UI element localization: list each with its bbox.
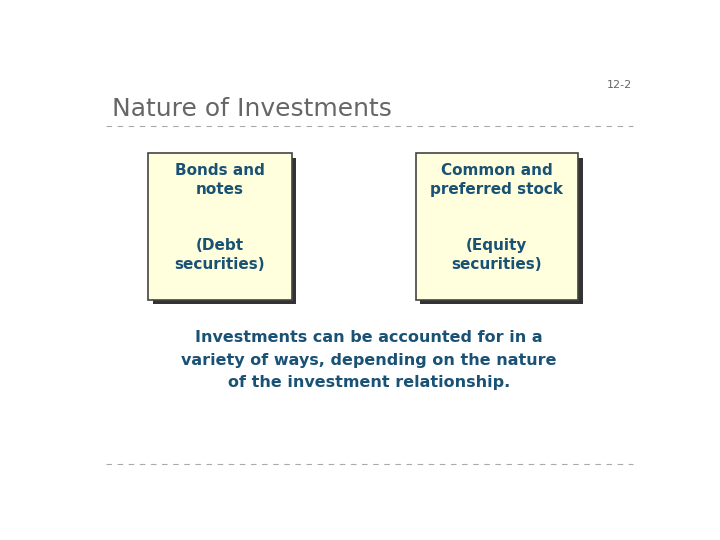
Text: Nature of Investments: Nature of Investments: [112, 97, 392, 121]
Text: 12-2: 12-2: [607, 80, 632, 90]
Text: Common and
preferred stock: Common and preferred stock: [431, 163, 563, 198]
FancyBboxPatch shape: [415, 153, 578, 300]
FancyBboxPatch shape: [148, 153, 292, 300]
Text: (Equity
securities): (Equity securities): [451, 238, 542, 272]
Text: Investments can be accounted for in a
variety of ways, depending on the nature
o: Investments can be accounted for in a va…: [181, 330, 557, 390]
FancyBboxPatch shape: [153, 158, 296, 304]
Text: Bonds and
notes: Bonds and notes: [175, 163, 265, 198]
Text: (Debt
securities): (Debt securities): [174, 238, 265, 272]
FancyBboxPatch shape: [420, 158, 583, 304]
